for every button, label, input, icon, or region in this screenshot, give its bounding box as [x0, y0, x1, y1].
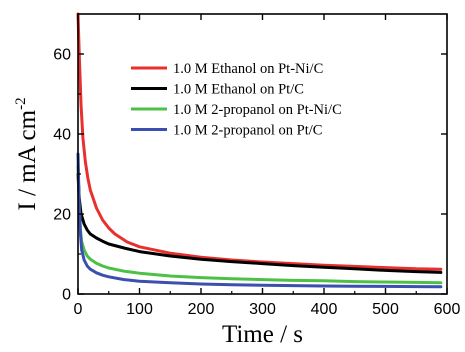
- legend: 1.0 M Ethanol on Pt-Ni/C 1.0 M Ethanol on…: [131, 61, 342, 139]
- legend-label-1: 1.0 M Ethanol on Pt-Ni/C: [173, 61, 323, 77]
- series-lines: [76, 12, 443, 289]
- y-axis-label-superscript: -2: [13, 97, 29, 110]
- y-tick-label: 60: [53, 47, 71, 64]
- x-tick-label: 600: [434, 301, 461, 318]
- series-line-3: [76, 164, 443, 285]
- x-tick-label: 0: [74, 301, 83, 318]
- y-axis-label: I / mA cm-2: [13, 97, 41, 210]
- x-tick-label: 300: [249, 301, 276, 318]
- x-axis-label: Time / s: [222, 321, 303, 348]
- series-line-1: [76, 12, 443, 271]
- y-tick-label: 0: [62, 287, 71, 304]
- legend-label-4: 1.0 M 2-propanol on Pt/C: [173, 123, 322, 139]
- axes: [77, 13, 448, 295]
- y-axis-label-main: I / mA cm: [14, 109, 41, 210]
- y-tick-label: 40: [53, 127, 71, 144]
- y-tick-label: 20: [53, 207, 71, 224]
- series-line-2: [76, 172, 443, 274]
- ticks: 0 100 200 300 400 500 600 0 20 40 60: [53, 14, 460, 318]
- x-tick-label: 500: [372, 301, 399, 318]
- legend-label-3: 1.0 M 2-propanol on Pt-Ni/C: [173, 102, 342, 118]
- x-tick-label: 400: [311, 301, 338, 318]
- plot-frame: [77, 13, 448, 295]
- legend-label-2: 1.0 M Ethanol on Pt/C: [173, 82, 304, 98]
- x-tick-label: 200: [188, 301, 215, 318]
- series-line-4: [76, 152, 443, 289]
- x-tick-label: 100: [126, 301, 153, 318]
